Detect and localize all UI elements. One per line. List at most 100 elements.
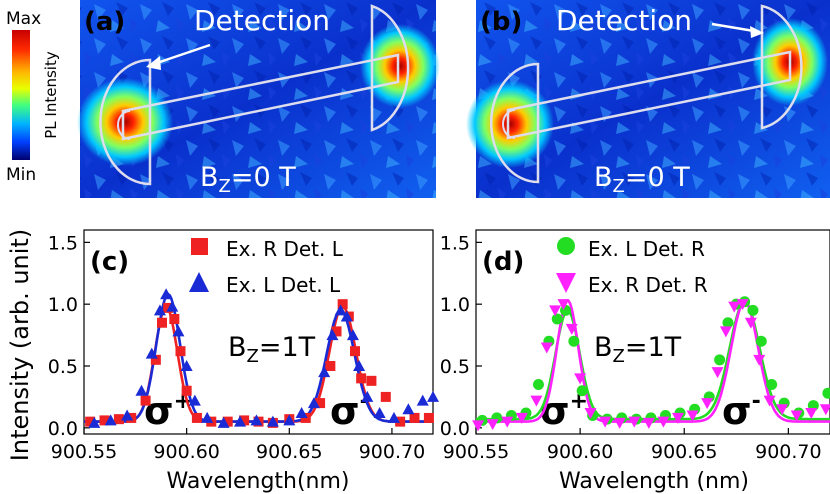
y-tick-label: 1.5 [48,232,78,254]
data-point-triangle-down [753,354,766,366]
chart-c-panel-label: (c) [90,247,129,277]
panel-a-field-label: BZ=0 T [200,162,296,197]
data-point-triangle-down [642,417,655,429]
chart-c: (c) Ex. R Det. L Ex. L Det. L BZ=1T σ+ σ… [48,229,439,494]
data-point-square [325,361,336,371]
data-point-square [331,326,342,337]
legend-marker-square [191,238,208,255]
panel-a-detection-label: Detection [194,4,330,37]
x-tick-label: 900.55 [443,441,509,463]
data-point-square [222,416,233,427]
x-tick-label: 900.70 [359,441,425,463]
data-point-circle [532,379,544,391]
panel-a-image: (a) Detection BZ=0 T [77,0,440,198]
chart-d-field-label: BZ=1T [594,332,682,367]
data-point-circle [551,313,563,325]
data-point-square [423,412,434,423]
y-tick-label: 1.5 [440,232,470,254]
legend-marker-circle [557,237,575,255]
legend-entry-ex-r-det-r: Ex. R Det. R [588,273,708,297]
y-tick-label: 0.5 [440,356,470,378]
y-tick-label: 1.0 [440,294,470,316]
data-point-triangle [427,390,439,402]
legend-entry-ex-r-det-l: Ex. R Det. L [226,237,344,261]
data-point-triangle [416,394,429,406]
data-point-triangle-down [472,420,485,432]
panel-b-field-label: BZ=0 T [594,162,690,197]
data-point-circle [766,379,778,391]
data-point-triangle [266,415,279,427]
chart-d-x-axis-label: Wavelength (nm) [559,469,749,494]
data-point-triangle-down [776,404,789,416]
data-point-triangle [201,411,214,423]
panel-b-detection-label: Detection [556,4,692,37]
data-point-triangle-down [565,323,578,335]
x-tick-label: 900.55 [51,441,117,463]
data-point-triangle-down [486,419,499,431]
data-point-square [239,415,250,426]
data-point-triangle [326,329,339,341]
data-point-triangle [250,414,263,426]
data-point-triangle-down [574,373,587,385]
data-point-triangle-down [819,404,830,416]
data-point-triangle-down [711,367,724,379]
y-tick-label: 0.0 [440,418,470,440]
data-point-square [356,373,367,384]
data-point-triangle-down [719,326,732,338]
colorbar-max-label: Max [6,9,41,29]
chart-d: (d) Ex. L Det. R Ex. R Det. R BZ=1T σ+ σ… [440,229,830,494]
data-point-square [163,302,174,313]
data-point-triangle [217,416,230,428]
data-point-square [349,346,360,357]
x-tick-label: 900.70 [755,441,821,463]
data-point-square [175,346,186,357]
data-point-square [157,317,168,328]
data-point-triangle-down [540,342,553,354]
data-point-triangle-down [530,395,543,407]
data-point-square [181,385,192,396]
x-tick-label: 900.60 [547,441,613,463]
data-point-circle [714,354,726,366]
data-point-square [191,412,202,423]
data-point-triangle-down [686,410,699,422]
colorbar-min-label: Min [6,165,36,185]
chart-c-field-label: BZ=1T [228,332,316,367]
data-point-triangle [234,415,247,427]
data-point-triangle-down [584,407,597,419]
data-point-triangle-down [763,395,776,407]
data-point-triangle [387,411,400,423]
panel-b-label: (b) [480,7,522,37]
x-tick-label: 900.65 [256,441,322,463]
x-tick-label: 900.60 [153,441,219,463]
data-point-triangle-down [805,407,818,419]
data-point-square [366,375,377,386]
data-point-circle [576,385,588,397]
data-point-triangle [180,360,193,371]
x-tick-label: 900.65 [651,441,717,463]
data-point-circle [722,317,734,329]
data-point-circle [747,304,759,316]
data-point-triangle-down [728,301,741,313]
data-point-square [113,414,124,425]
data-point-triangle-down [628,416,641,428]
y-axis-label: Intensity (arb. unit) [6,229,34,461]
data-point-square [409,412,420,423]
data-point-triangle [88,416,101,428]
y-tick-label: 0.0 [48,418,78,440]
data-point-triangle [346,329,359,341]
data-point-triangle-down [701,398,714,410]
data-point-triangle [188,394,201,406]
data-point-triangle [145,347,158,359]
data-point-triangle-down [557,299,570,311]
data-point-triangle-down [736,299,749,311]
data-point-triangle [121,409,134,421]
data-point-triangle [373,406,386,418]
chart-d-frame [475,229,830,435]
legend-entry-ex-l-det-r: Ex. L Det. R [588,237,705,261]
data-point-square [169,314,180,325]
data-point-triangle [307,397,320,409]
legend-marker-triangle [189,272,209,292]
data-point-triangle [340,310,353,322]
data-point-triangle-down [671,412,684,424]
